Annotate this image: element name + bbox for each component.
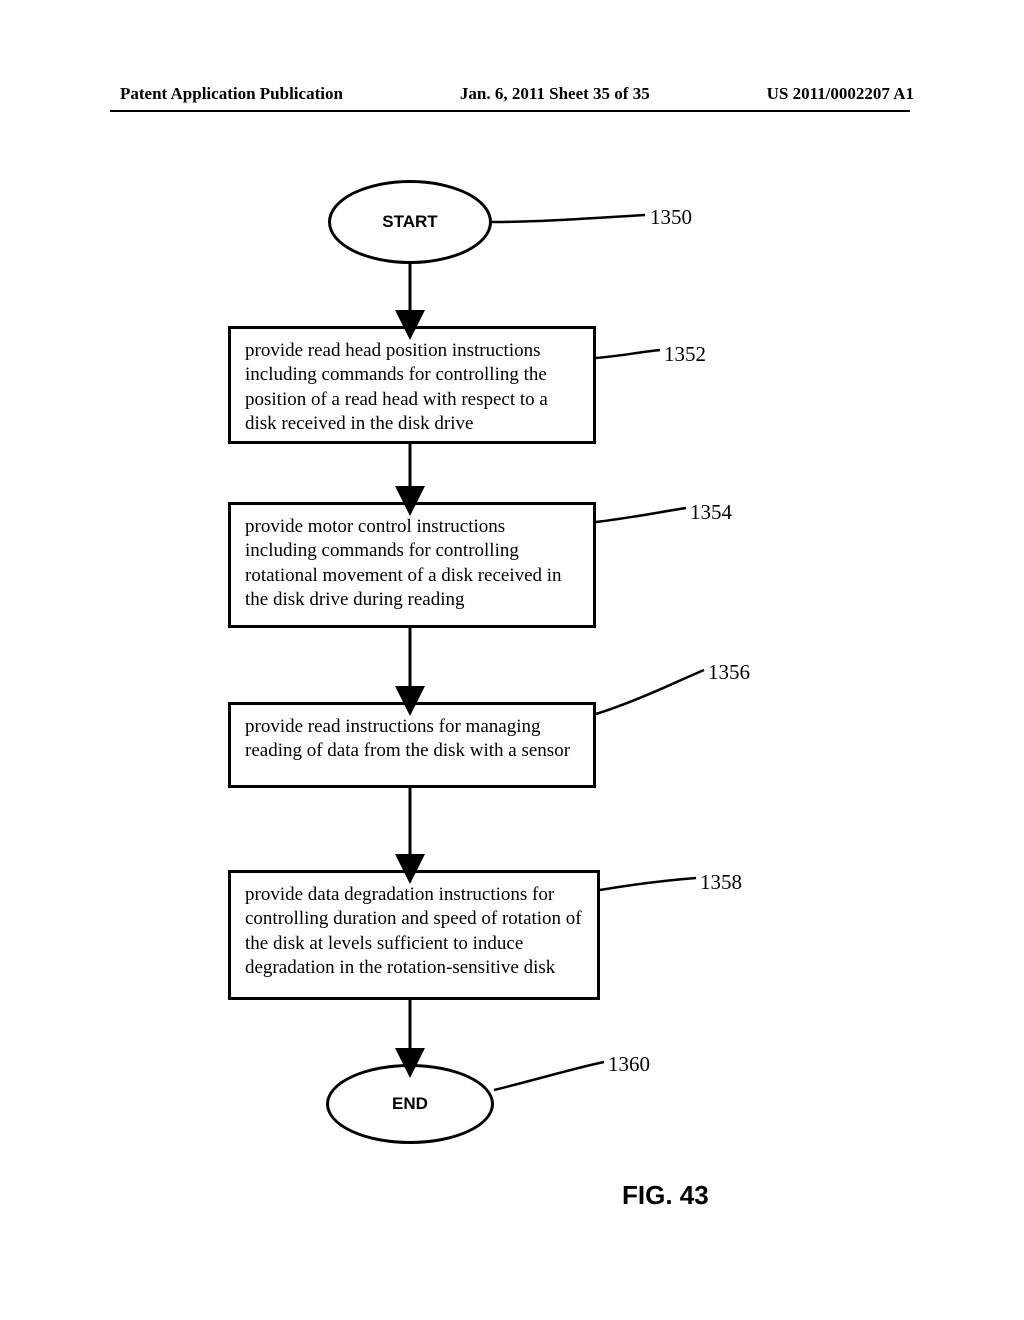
process-step-3: provide read instructions for managing r… <box>228 702 596 788</box>
terminator-end-label: END <box>392 1094 428 1114</box>
leader-step3 <box>596 670 704 714</box>
process-step-4: provide data degradation instructions fo… <box>228 870 600 1000</box>
terminator-start: START <box>328 180 492 264</box>
ref-step-4: 1358 <box>700 870 742 895</box>
ref-start: 1350 <box>650 205 692 230</box>
connectors-overlay <box>0 0 1024 1320</box>
leader-start <box>492 215 645 222</box>
leader-step4 <box>600 878 696 890</box>
process-step-3-text: provide read instructions for managing r… <box>245 716 570 761</box>
ref-step-2: 1354 <box>690 500 732 525</box>
process-step-2-text: provide motor control instructions inclu… <box>245 516 562 610</box>
leader-step2 <box>596 508 686 522</box>
ref-end: 1360 <box>608 1052 650 1077</box>
leader-end <box>494 1062 604 1090</box>
process-step-2: provide motor control instructions inclu… <box>228 502 596 628</box>
figure-label: FIG. 43 <box>622 1180 709 1211</box>
leader-step1 <box>596 350 660 358</box>
ref-step-3: 1356 <box>708 660 750 685</box>
ref-step-1: 1352 <box>664 342 706 367</box>
page: Patent Application Publication Jan. 6, 2… <box>0 0 1024 1320</box>
flowchart: START 1350 provide read head position in… <box>0 0 1024 1320</box>
process-step-4-text: provide data degradation instructions fo… <box>245 884 582 978</box>
terminator-start-label: START <box>382 212 437 232</box>
process-step-1-text: provide read head position instructions … <box>245 340 548 434</box>
process-step-1: provide read head position instructions … <box>228 326 596 444</box>
terminator-end: END <box>326 1064 494 1144</box>
